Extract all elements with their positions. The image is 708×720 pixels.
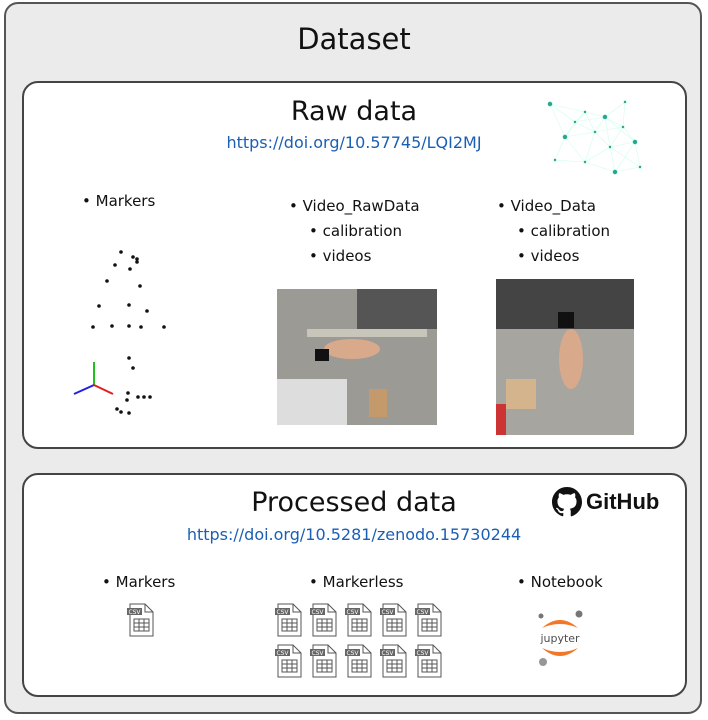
marker-point: [148, 395, 152, 399]
marker-point: [135, 260, 139, 264]
notebook-label: Notebook: [530, 573, 603, 591]
video-rawdata-item: • Video_RawData • calibration • videos: [289, 197, 420, 265]
csv-file-icon: CSV: [379, 644, 407, 678]
csv-file-icon: CSV: [344, 644, 372, 678]
calibration-label: calibration: [530, 222, 611, 240]
svg-text:CSV: CSV: [381, 609, 394, 616]
marker-point: [139, 325, 143, 329]
csv-file-icon: CSV: [309, 603, 337, 637]
marker-point: [135, 257, 139, 261]
videos-label: videos: [322, 247, 372, 265]
network-graph-icon: [547, 100, 642, 175]
marker-point: [138, 284, 142, 288]
processed-data-doi-link[interactable]: https://doi.org/10.5281/zenodo.15730244: [186, 525, 522, 544]
raw-markers-item: • Markers: [82, 192, 156, 210]
raw-video-frame-image: [277, 289, 437, 425]
processed-markers-label: Markers: [115, 573, 176, 591]
csv-file-icon: CSV: [414, 603, 442, 637]
svg-text:CSV: CSV: [346, 609, 359, 616]
marker-point: [136, 395, 140, 399]
csv-file-icon: CSV: [274, 644, 302, 678]
video-frame-image: [496, 279, 634, 435]
marker-point: [91, 325, 95, 329]
marker-point: [125, 398, 129, 402]
csv-file-icon: CSV: [379, 603, 407, 637]
marker-point: [119, 410, 123, 414]
github-logo: GitHub: [552, 487, 659, 517]
svg-text:CSV: CSV: [311, 609, 324, 616]
marker-point: [105, 279, 109, 283]
marker-point: [162, 325, 166, 329]
marker-point: [127, 303, 131, 307]
github-wordmark: GitHub: [586, 489, 660, 514]
marker-point: [115, 407, 119, 411]
svg-text:CSV: CSV: [276, 609, 289, 616]
raw-data-title: Raw data: [290, 96, 418, 127]
csv-file-icon: CSV: [414, 644, 442, 678]
marker-point: [110, 324, 114, 328]
svg-text:CSV: CSV: [128, 609, 141, 616]
marker-skeleton-plot: [73, 250, 166, 415]
marker-point: [126, 391, 130, 395]
markerless-item: • Markerless: [309, 573, 404, 591]
svg-text:CSV: CSV: [276, 650, 289, 657]
marker-point: [127, 356, 131, 360]
marker-point: [127, 411, 131, 415]
dataset-title: Dataset: [297, 22, 411, 56]
video-data-item: • Video_Data • calibration • videos: [497, 197, 611, 265]
marker-point: [128, 267, 132, 271]
svg-text:CSV: CSV: [346, 650, 359, 657]
jupyter-logo: jupyter: [535, 610, 585, 666]
markerless-label: Markerless: [322, 573, 404, 591]
marker-point: [113, 263, 117, 267]
video-data-label: Video_Data: [510, 197, 596, 215]
marker-point: [127, 324, 131, 328]
csv-file-icon: CSV: [274, 603, 302, 637]
marker-point: [119, 250, 123, 254]
axis-x-line: [93, 384, 114, 395]
raw-data-doi-link[interactable]: https://doi.org/10.57745/LQI2MJ: [226, 133, 482, 152]
csv-file-icon: CSV: [309, 644, 337, 678]
csv-file-icon: CSV: [344, 603, 372, 637]
processed-data-title: Processed data: [251, 487, 457, 518]
github-octocat-icon: [552, 487, 582, 517]
marker-point: [97, 304, 101, 308]
processed-markers-item: • Markers: [102, 573, 176, 591]
marker-point: [145, 309, 149, 313]
video-rawdata-label: Video_RawData: [302, 197, 420, 215]
marker-point: [142, 395, 146, 399]
svg-text:CSV: CSV: [311, 650, 324, 657]
svg-text:CSV: CSV: [416, 650, 429, 657]
raw-markers-label: Markers: [95, 192, 156, 210]
svg-text:CSV: CSV: [381, 650, 394, 657]
marker-point: [131, 366, 135, 370]
calibration-label: calibration: [322, 222, 403, 240]
notebook-item: • Notebook: [517, 573, 603, 591]
videos-label: videos: [530, 247, 580, 265]
csv-file-icon: CSV: [126, 603, 154, 637]
svg-text:CSV: CSV: [416, 609, 429, 616]
jupyter-wordmark: jupyter: [539, 632, 580, 645]
marker-point: [131, 255, 135, 259]
axis-z-line: [73, 384, 95, 395]
